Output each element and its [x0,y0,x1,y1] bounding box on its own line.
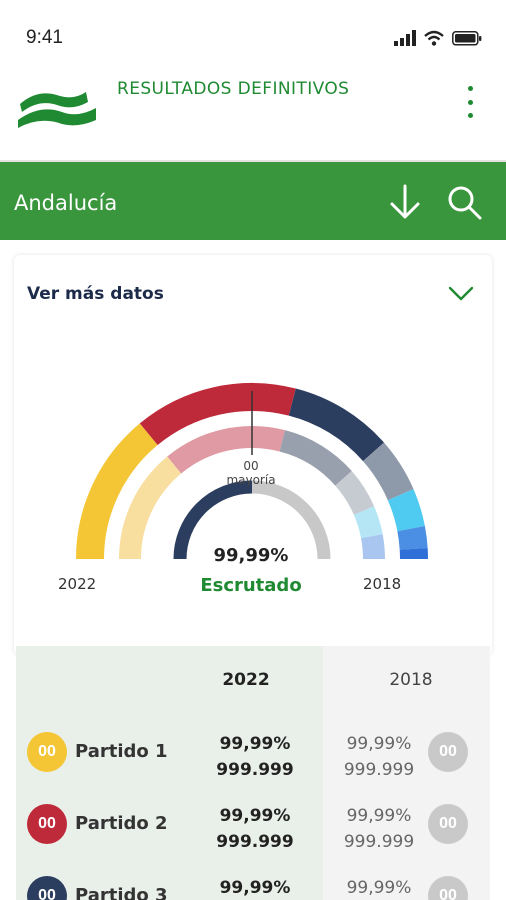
app-header: RESULTADOS DEFINITIVOS [0,66,506,162]
status-bar: 9:41 [0,0,506,72]
more-data-label: Ver más datos [27,284,164,304]
seats-badge: 00 [27,804,67,844]
menu-dot [467,113,473,118]
vote-count: 999.999 [216,832,294,852]
arrow-down-icon[interactable] [386,182,424,222]
chevron-down-icon[interactable] [448,285,474,301]
region-name[interactable]: Andalucía [14,191,118,215]
vote-percentage: 99,99% [219,878,291,898]
more-vert-icon[interactable] [464,86,476,118]
hemicycle-segment [397,526,428,550]
previous-vote-count: 999.999 [343,832,415,852]
party-name: Partido 1 [75,741,168,762]
hemicycle-segment [119,456,182,560]
year-current-label: 2022 [58,575,97,593]
scrutiny-label: Escrutado [200,575,302,596]
previous-seats-badge: 00 [428,804,468,844]
table-row[interactable]: 00 Partido 3 99,99% 99,99% 00 [16,860,490,900]
year-previous-label: 2018 [363,575,402,593]
majority-label: mayoría [226,473,276,487]
hemicycle-chart [76,383,428,560]
hemicycle-segment [353,506,383,539]
menu-dot [467,99,473,105]
previous-seats-badge: 00 [428,732,468,772]
vote-percentage: 99,99% [219,734,291,754]
vote-percentage: 99,99% [219,806,291,826]
party-name: Partido 3 [75,885,168,900]
hemicycle-segment [360,534,385,560]
hemicycle-segment [362,442,414,501]
search-icon[interactable] [446,184,484,222]
app-title: RESULTADOS DEFINITIVOS [117,79,350,99]
status-time: 9:41 [26,27,63,48]
party-name: Partido 2 [75,813,168,834]
flag-logo [18,92,96,128]
previous-vote-percentage: 99,99% [346,806,412,826]
results-table: 2022 2018 00 Partido 1 99,99% 999.999 99… [16,646,490,900]
header-divider [0,160,506,162]
status-icons [394,28,482,46]
region-bar: Andalucía [0,162,506,240]
current-column-bg [16,646,323,900]
scrutiny-percentage: 99,99% [213,545,289,566]
table-row[interactable]: 00 Partido 1 99,99% 999.999 99,99% 999.9… [16,716,490,788]
column-header-previous: 2018 [389,670,433,690]
hemicycle-segment [387,489,425,532]
seats-badge: 00 [27,732,67,772]
previous-vote-percentage: 99,99% [346,734,412,754]
more-data-toggle[interactable]: Ver más datos [14,255,492,335]
majority-value: 00 [243,459,259,473]
previous-seats-badge: 00 [428,876,468,900]
vote-count: 999.999 [216,760,294,780]
hemicycle-segment [76,423,158,560]
hemicycle-segment [335,471,375,516]
hemicycle-segment [288,388,385,462]
hemicycle-segment [279,430,352,486]
hemicycle-segment [167,426,286,474]
scrutiny-gauge-fill [173,480,253,560]
seats-badge: 00 [27,876,67,900]
wifi-icon [424,30,444,46]
signal-icon [394,30,416,46]
previous-vote-count: 999.999 [343,760,415,780]
menu-dot [467,86,473,91]
column-header-current: 2022 [222,670,270,690]
hemicycle-segment [139,383,296,446]
results-card: Ver más datos 00 mayoría 2022 2018 99,99… [14,255,492,655]
battery-icon [452,31,482,46]
table-row[interactable]: 00 Partido 2 99,99% 999.999 99,99% 999.9… [16,788,490,860]
previous-vote-percentage: 99,99% [346,878,412,898]
